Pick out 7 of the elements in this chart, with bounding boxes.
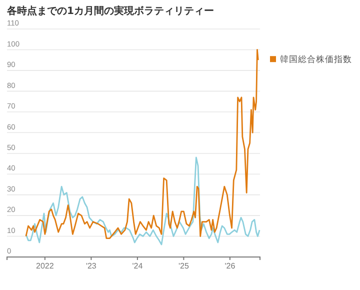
x-tick-label: '24	[132, 262, 144, 271]
x-tick-label: '26	[224, 262, 236, 271]
chart-title: 各時点までの1カ月間の実現ボラティリティー	[6, 5, 214, 17]
x-tick-label: '23	[86, 262, 97, 271]
x-tick-label: '25	[178, 262, 190, 271]
x-tick-label: 2022	[36, 262, 54, 271]
legend-label: 韓国総合株価指数	[280, 54, 352, 66]
